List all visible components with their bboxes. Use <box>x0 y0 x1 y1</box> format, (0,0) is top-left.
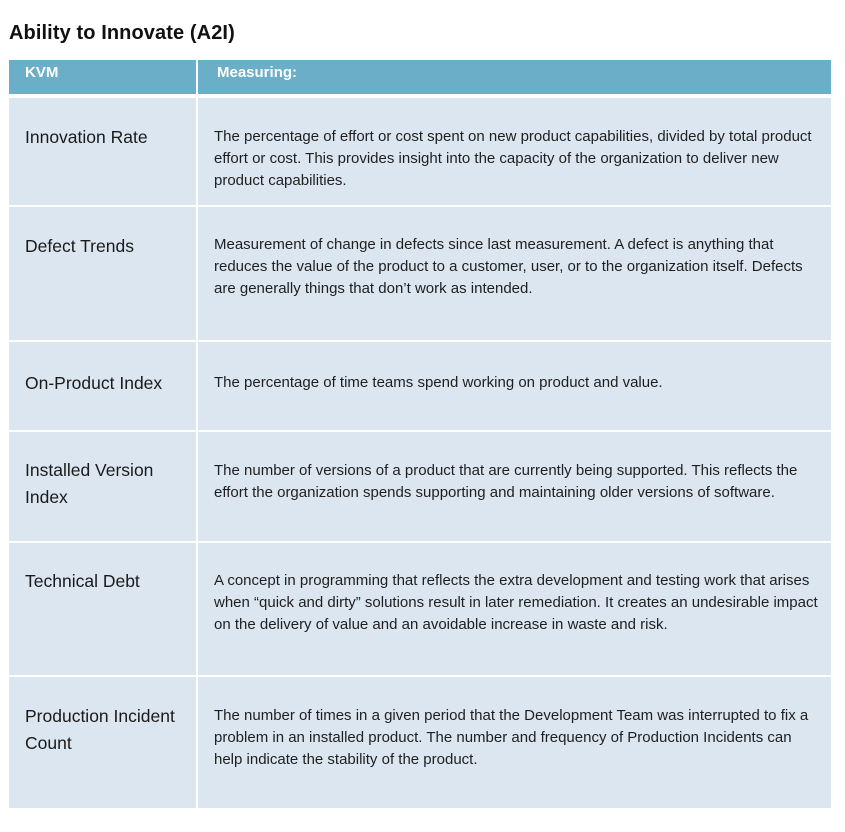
kvm-description: The number of versions of a product that… <box>196 431 831 543</box>
header-measuring: Measuring: <box>196 60 831 94</box>
table-row: Innovation Rate The percentage of effort… <box>9 98 831 207</box>
table-row: Production Incident Count The number of … <box>9 676 831 810</box>
kvm-description: The number of times in a given period th… <box>196 676 831 810</box>
kvm-name: On-Product Index <box>9 341 197 432</box>
table-row: On-Product Index The percentage of time … <box>9 341 831 432</box>
kvm-name: Installed Version Index <box>9 431 197 543</box>
kvm-name: Production Incident Count <box>9 676 197 810</box>
header-kvm: KVM <box>9 60 197 94</box>
kvm-description: The percentage of time teams spend worki… <box>196 341 831 432</box>
kvm-description: The percentage of effort or cost spent o… <box>196 98 831 207</box>
kvm-table: KVM Measuring: Innovation Rate The perce… <box>9 60 831 810</box>
page-title: Ability to Innovate (A2I) <box>9 22 235 44</box>
table-row: Technical Debt A concept in programming … <box>9 542 831 677</box>
kvm-description: Measurement of change in defects since l… <box>196 206 831 342</box>
kvm-name: Defect Trends <box>9 206 197 342</box>
kvm-description: A concept in programming that reflects t… <box>196 542 831 677</box>
kvm-name: Technical Debt <box>9 542 197 677</box>
table-row: Installed Version Index The number of ve… <box>9 431 831 543</box>
table-row: Defect Trends Measurement of change in d… <box>9 206 831 342</box>
table-header-row: KVM Measuring: <box>9 60 831 94</box>
kvm-name: Innovation Rate <box>9 98 197 207</box>
